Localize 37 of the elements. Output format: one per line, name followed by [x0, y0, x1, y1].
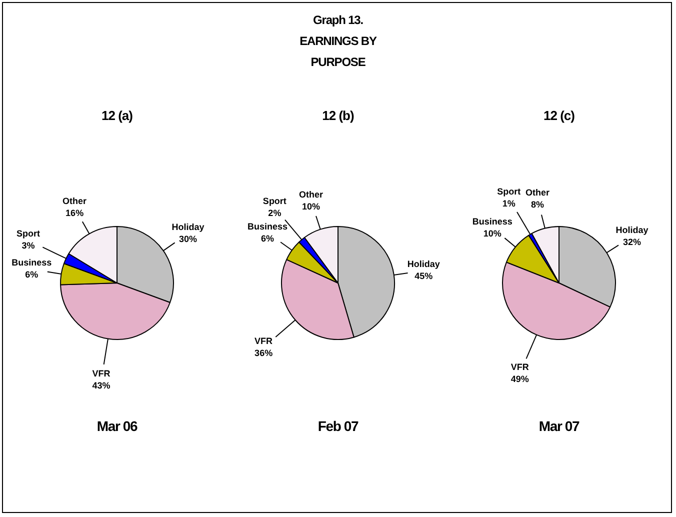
data-label: 1% — [502, 198, 516, 209]
data-label: 6% — [25, 270, 38, 280]
slice-label: Business — [248, 221, 288, 232]
data-label: 36% — [254, 348, 273, 358]
data-label: 43% — [92, 380, 110, 391]
data-label: 10% — [483, 228, 502, 238]
slice-label: Other — [62, 196, 88, 206]
slice-label: Other — [525, 188, 550, 198]
slice-label: VFR — [254, 336, 274, 346]
data-label: 45% — [414, 271, 433, 282]
text: Mar 06 — [96, 418, 138, 434]
text: Feb 07 — [316, 418, 360, 434]
chart-title: 12 (b) — [321, 108, 355, 125]
slice-label: Holiday — [407, 259, 440, 270]
slice-label: Sport — [262, 196, 286, 206]
data-label: 8% — [530, 200, 544, 210]
data-label: 2% — [268, 208, 282, 218]
data-label: 10% — [302, 201, 320, 212]
slice-label: Sport — [16, 228, 40, 239]
chart-title: 12 (a) — [100, 108, 134, 125]
data-label: 32% — [623, 237, 642, 248]
slice-label: Other — [299, 189, 324, 200]
data-label: 3% — [22, 240, 35, 251]
data-label: 6% — [261, 233, 274, 244]
text: Mar 07 — [538, 418, 580, 434]
data-label: 30% — [178, 234, 197, 244]
slice-label: Holiday — [172, 222, 204, 232]
slice-label: VFR — [510, 362, 530, 372]
data-label: 16% — [66, 208, 84, 218]
slice-label: VFR — [92, 368, 111, 379]
slice-label: Business — [472, 216, 512, 226]
slice-label: Business — [12, 258, 52, 268]
slice-label: Sport — [497, 186, 521, 197]
data-label: 49% — [510, 374, 529, 384]
chart-title: 12 (c) — [542, 108, 576, 125]
slice-label: Holiday — [616, 225, 648, 236]
caption: Graph 13. EARNINGS BY PURPOSE — [298, 12, 378, 71]
